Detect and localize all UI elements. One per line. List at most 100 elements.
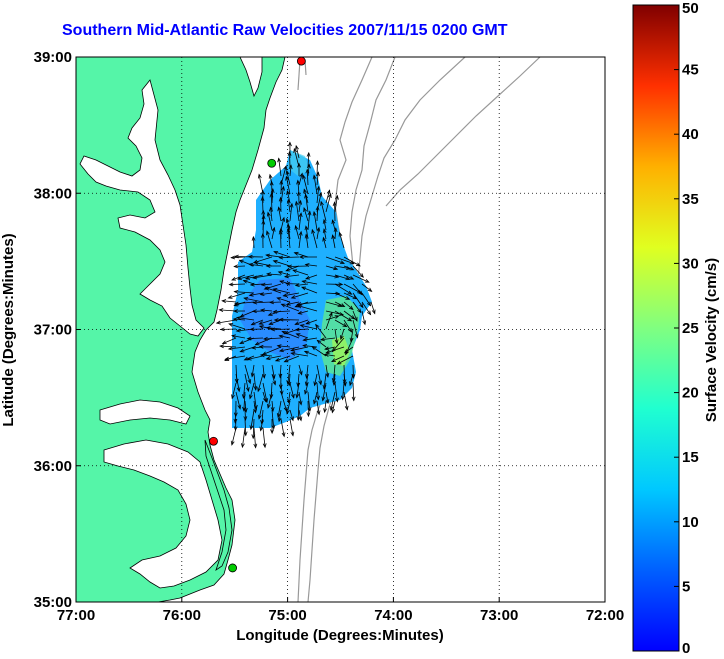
velocity-vector [304,382,309,395]
velocity-vector [262,336,282,341]
radar-station-marker [209,436,218,446]
velocity-vector [301,286,318,294]
velocity-vector [266,230,273,249]
velocity-vector [334,301,346,307]
velocity-vector [285,281,300,286]
velocity-vector [253,427,258,449]
colorbar-label: Surface Velocity (cm/s) [703,258,720,422]
velocity-vector [287,150,292,168]
velocity-vector [248,262,264,267]
velocity-vector [322,236,327,249]
velocity-vector [215,319,237,325]
velocity-vector [325,282,344,287]
velocity-vector [325,315,340,321]
velocity-vector [233,309,246,313]
velocity-vector [316,364,323,386]
velocity-vector [258,344,273,349]
velocity-vector [246,336,264,341]
velocity-vector [265,355,282,361]
velocity-vector [221,337,237,345]
velocity-vector [272,288,291,294]
velocity-vector [331,234,336,249]
velocity-vector [296,304,318,312]
velocity-vector [343,301,354,311]
velocity-vector [332,373,337,387]
x-tick-label: 74:00 [374,607,412,624]
velocity-vector [325,193,332,213]
velocity-vector [298,364,303,376]
velocity-vector [306,400,311,418]
radar-station-marker [228,563,237,573]
velocity-vector [334,194,339,213]
velocity-vector [304,263,318,267]
velocity-vector [295,333,309,339]
velocity-vector [287,391,291,404]
velocity-vector [324,346,336,351]
velocity-vector [252,300,273,305]
colorbar-tick-label: 0 [682,640,690,657]
velocity-vector [286,227,291,249]
colorbar-tick-label: 50 [682,0,699,17]
velocity-vector [235,391,242,410]
velocity-vector [321,382,327,402]
velocity-vector [251,235,256,249]
y-tick-label: 38:00 [34,185,72,202]
velocity-vector [295,382,300,399]
velocity-vector [296,191,301,204]
velocity-vector [231,274,246,281]
velocity-vector [290,292,309,299]
velocity-vector [334,283,353,295]
velocity-vector [260,196,265,213]
velocity-vector [313,391,318,405]
velocity-vector [297,162,301,177]
velocity-vector [259,353,273,358]
velocity-vector [233,264,246,269]
velocity-vector [227,346,246,351]
velocity-vector [352,274,370,283]
velocity-vector [262,427,267,449]
velocity-vector [352,292,364,309]
velocity-vector [249,382,255,400]
velocity-vector [264,287,282,294]
colorbar-tick-label: 5 [682,578,690,595]
velocity-vector [231,382,237,400]
velocity-vector [325,364,330,378]
colorbar [632,4,680,652]
velocity-vector [277,409,282,423]
velocity-vector [288,164,293,177]
velocity-vector [316,185,321,204]
grid [76,57,605,602]
velocity-vector [294,283,309,287]
velocity-vector [260,308,273,313]
colorbar-tick-label: 45 [682,62,699,79]
velocity-vector [361,283,373,292]
velocity-vector [248,292,264,297]
x-ticks: 77:00 76:00 75:00 74:00 73:00 72:00 [57,597,624,624]
velocity-vector [294,200,300,222]
velocity-vector [270,400,275,412]
velocity-vector [287,264,309,269]
velocity-vector [281,330,300,339]
velocity-vector [305,319,318,325]
velocity-vector [332,201,337,222]
x-tick-label: 75:00 [268,607,306,624]
velocity-vector [316,400,321,416]
velocity-vector [311,346,327,357]
velocity-vector [315,323,327,339]
velocity-vector [271,409,276,430]
velocity-vector [247,254,264,259]
velocity-vector [343,265,355,271]
velocity-vector [278,255,300,260]
x-tick-label: 72:00 [586,607,624,624]
velocity-vector [302,343,318,348]
velocity-vector [334,292,351,300]
velocity-vector [334,328,339,345]
velocity-vector [315,205,320,222]
velocity-vector [336,355,354,365]
velocity-vector [285,400,291,415]
velocity-vector [259,418,264,432]
colorbar-tick-label: 20 [682,385,699,402]
velocity-vector [246,355,264,361]
velocity-vector [305,274,318,280]
